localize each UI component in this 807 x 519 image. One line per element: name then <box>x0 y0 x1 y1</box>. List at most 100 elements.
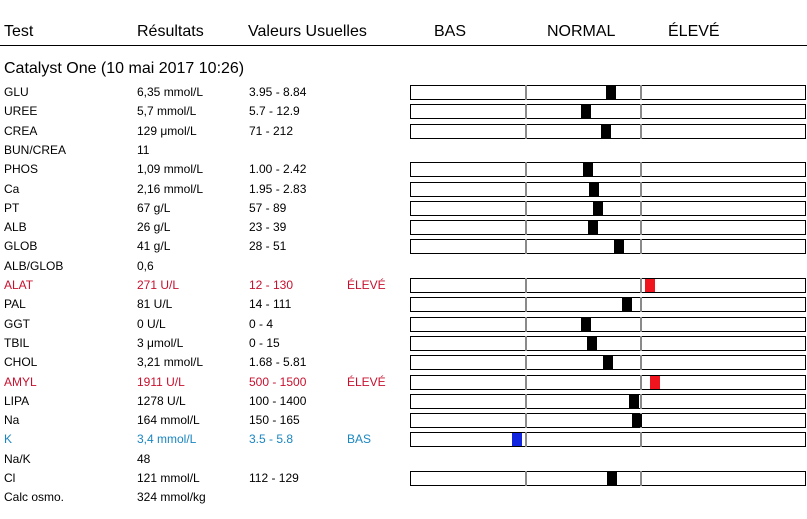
range-marker <box>580 317 591 331</box>
range-divider <box>525 413 527 429</box>
range-marker <box>589 182 600 196</box>
range-divider <box>640 123 642 139</box>
status-flag: ÉLEVÉ <box>347 278 386 292</box>
table-row: PAL 81 U/L 14 - 111 <box>0 295 807 314</box>
result-value: 2,16 mmol/L <box>137 181 204 196</box>
column-header-reference: Valeurs Usuelles <box>248 23 367 40</box>
reference-range: 0 - 15 <box>249 335 280 350</box>
range-divider <box>525 123 527 139</box>
range-divider <box>525 393 527 409</box>
test-name: PAL <box>4 297 26 312</box>
range-divider <box>525 471 527 486</box>
test-name: Na <box>4 413 20 428</box>
range-divider <box>640 335 642 351</box>
range-marker <box>512 433 522 447</box>
table-row: LIPA 1278 U/L 100 - 1400 <box>0 392 807 411</box>
result-value: 5,7 mmol/L <box>137 104 197 119</box>
range-divider <box>640 162 642 178</box>
reference-range: 1.95 - 2.83 <box>249 181 307 196</box>
reference-range: 1.00 - 2.42 <box>249 162 307 177</box>
range-divider <box>525 278 527 293</box>
header-divider <box>0 45 807 46</box>
table-row: Na 164 mmol/L 150 - 165 <box>0 411 807 430</box>
range-divider <box>640 374 642 390</box>
range-divider <box>640 200 642 216</box>
range-marker <box>582 163 593 177</box>
range-marker <box>631 414 642 428</box>
test-name: K <box>4 432 13 447</box>
range-bar <box>410 393 806 409</box>
table-row: UREE 5,7 mmol/L 5.7 - 12.9 <box>0 102 807 121</box>
test-name: Na/K <box>4 451 31 466</box>
range-bar <box>410 335 806 351</box>
table-row: Na/K 48 <box>0 450 807 469</box>
test-name: PT <box>4 200 20 215</box>
reference-range: 5.7 - 12.9 <box>249 104 300 119</box>
test-name: BUN/CREA <box>4 142 67 157</box>
test-name: ALB/GLOB <box>4 258 64 273</box>
range-bar <box>410 374 806 390</box>
result-value: 1911 U/L <box>137 374 185 389</box>
range-divider <box>525 200 527 216</box>
table-row: ALB/GLOB 0,6 <box>0 257 807 276</box>
reference-range: 150 - 165 <box>249 413 300 428</box>
range-bar <box>410 316 806 332</box>
result-value: 3,4 mmol/L <box>137 432 197 447</box>
range-divider <box>640 239 642 255</box>
test-name: GGT <box>4 316 30 331</box>
range-bar <box>410 123 806 139</box>
range-divider <box>525 104 527 120</box>
result-value: 3,21 mmol/L <box>137 355 204 370</box>
range-bar <box>410 200 806 216</box>
range-marker <box>629 394 640 408</box>
result-value: 0,6 <box>137 258 154 273</box>
result-value: 3 μmol/L <box>137 335 184 350</box>
test-name: ALB <box>4 220 27 235</box>
range-divider <box>525 316 527 332</box>
range-divider <box>640 471 642 486</box>
range-divider <box>525 239 527 255</box>
range-bar <box>410 220 806 236</box>
result-value: 6,35 mmol/L <box>137 85 204 99</box>
range-bar <box>410 297 806 313</box>
table-row: ALAT 271 U/L 12 - 130 ÉLEVÉ <box>0 276 807 295</box>
range-marker <box>605 86 616 99</box>
test-name: TBIL <box>4 335 30 350</box>
range-divider <box>640 220 642 236</box>
result-value: 164 mmol/L <box>137 413 200 428</box>
status-flag: BAS <box>347 432 372 447</box>
reference-range: 112 - 129 <box>249 471 299 485</box>
table-row: TBIL 3 μmol/L 0 - 15 <box>0 334 807 353</box>
reference-range: 0 - 4 <box>249 316 274 331</box>
reference-range: 71 - 212 <box>249 123 294 138</box>
table-row: GLU 6,35 mmol/L 3.95 - 8.84 <box>0 83 807 102</box>
range-bar <box>410 432 806 448</box>
table-row: Cl 121 mmol/L 112 - 129 <box>0 469 807 488</box>
range-divider <box>525 335 527 351</box>
range-divider <box>525 162 527 178</box>
reference-range: 14 - 111 <box>249 297 292 312</box>
table-row: CREA 129 μmol/L 71 - 212 <box>0 122 807 141</box>
reference-range: 1.68 - 5.81 <box>249 355 307 370</box>
table-row: PHOS 1,09 mmol/L 1.00 - 2.42 <box>0 160 807 179</box>
range-bar <box>410 181 806 197</box>
reference-range: 100 - 1400 <box>249 393 307 408</box>
reference-range: 3.5 - 5.8 <box>249 432 294 447</box>
test-name: AMYL <box>4 374 37 389</box>
test-name: ALAT <box>4 278 34 292</box>
range-bar <box>410 239 806 255</box>
range-bar <box>410 471 806 486</box>
reference-range: 12 - 130 <box>249 278 294 292</box>
range-marker <box>588 221 599 235</box>
table-row: CHOL 3,21 mmol/L 1.68 - 5.81 <box>0 353 807 372</box>
result-value: 121 mmol/L <box>137 471 200 485</box>
range-marker <box>580 105 591 119</box>
reference-range: 28 - 51 <box>249 239 287 254</box>
range-bar <box>410 278 806 293</box>
range-divider <box>525 355 527 371</box>
column-header-high: ÉLEVÉ <box>668 23 720 40</box>
result-value: 41 g/L <box>137 239 171 254</box>
range-marker <box>650 375 660 389</box>
range-divider <box>640 181 642 197</box>
reference-range: 23 - 39 <box>249 220 287 235</box>
